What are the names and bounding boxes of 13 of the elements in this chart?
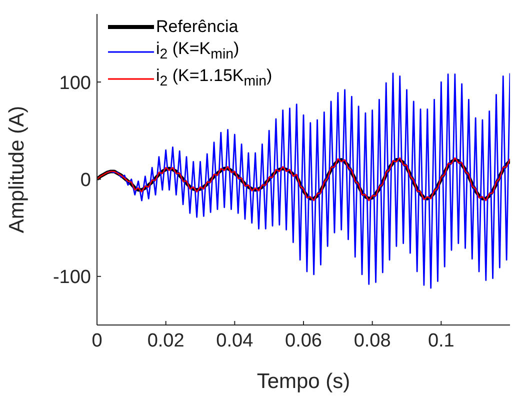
legend-label: i$_{2}$ (K=1.15K$_{min}$) bbox=[156, 65, 272, 92]
y-tick-label: 100 bbox=[59, 72, 91, 94]
y-tick-label: 0 bbox=[80, 170, 91, 191]
x-tick-label: 0.04 bbox=[216, 330, 254, 352]
y-axis-title: Amplitude (A) bbox=[5, 106, 28, 234]
x-tick-label: 0.08 bbox=[354, 330, 391, 352]
x-axis-title: Tempo (s) bbox=[256, 370, 350, 393]
x-tick-label: 0.1 bbox=[428, 330, 454, 352]
y-tick-label: -100 bbox=[52, 267, 91, 288]
legend-label: i$_{2}$ (K=K$_{min}$) bbox=[156, 38, 240, 64]
x-tick-label: 0.06 bbox=[285, 330, 322, 352]
x-tick-label: 0.02 bbox=[147, 330, 184, 352]
legend-label: Referência bbox=[156, 16, 238, 38]
